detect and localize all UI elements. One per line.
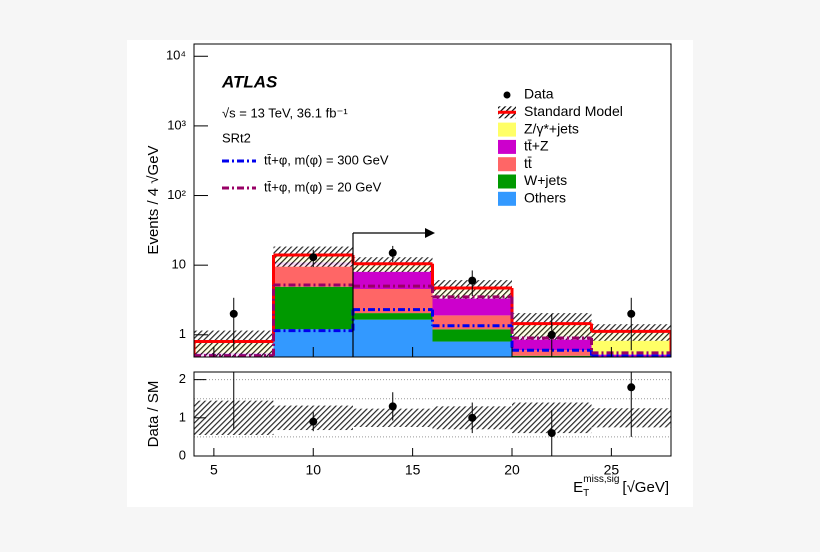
stack-segment [432,297,512,316]
stack-segment [353,313,433,320]
x-axis-label: ETmiss,sig [√GeV] [573,474,669,499]
cut-arrow-head [425,228,435,238]
legend-label: tt̄+Z [524,138,549,154]
stack-segment [273,286,353,330]
data-point [309,253,318,262]
legend-label: tt̄ [524,155,532,171]
ratio-point [309,417,318,426]
legend-label: Standard Model [524,103,623,119]
legend-marker [498,139,516,154]
ratio-plot [194,372,671,456]
y-tick-label: 10⁴ [166,48,186,63]
legend-label: tt̄+φ, m(φ) = 20 GeV [264,179,382,194]
ratio-y-tick-label: 0 [179,447,186,462]
ratio-y-tick-label: 1 [179,409,186,424]
y-tick-label: 10³ [167,117,186,132]
data-point [627,309,636,318]
x-label-unit: [√GeV] [622,479,669,496]
stack-segment [432,341,512,357]
legend-marker [503,91,511,99]
energy-label: √s = 13 TeV, 36.1 fb⁻¹ [222,105,348,120]
legend-marker [498,191,516,206]
experiment-label: ATLAS [221,72,278,91]
data-point [388,248,397,257]
ratio-frame [193,371,672,457]
x-tick-label: 25 [604,462,620,478]
ratio-point [547,429,556,438]
legend-label: tt̄+φ, m(φ) = 300 GeV [264,152,389,167]
legend-label: Data [524,86,554,102]
stack-segment [353,271,433,289]
x-tick-label: 5 [210,462,218,478]
ratio-y-axis-label: Data / SM [145,381,162,448]
data-point [547,330,556,339]
legend-marker [498,157,516,172]
y-axis-label: Events / 4 √GeV [145,145,162,254]
x-tick-label: 15 [405,462,421,478]
x-tick-label: 20 [504,462,520,478]
x-label-sub: T [583,488,589,499]
y-tick-label: 10 [172,257,186,272]
y-tick-label: 1 [179,326,186,341]
legend-marker [498,174,516,189]
data-point [229,309,238,318]
legend-label: W+jets [524,172,567,188]
legend-marker [498,122,516,137]
x-label-main: E [573,479,583,496]
y-tick-label: 10² [167,187,186,202]
region-label: SRt2 [222,130,251,145]
legend-label: Others [524,190,566,206]
ratio-y-tick-label: 2 [179,371,186,386]
main-plot [194,245,671,357]
stack-segment [273,265,353,287]
legend-label: Z/γ*+jets [524,120,579,136]
ratio-point [388,402,397,411]
stack-segment [432,329,512,342]
ratio-point [627,383,636,392]
stack-segment [353,319,433,357]
x-label-sup: miss,sig [583,474,619,485]
data-point [468,276,477,285]
x-tick-label: 10 [305,462,321,478]
stack-segment [591,354,671,357]
main-frame [193,43,672,358]
ratio-point [468,413,477,422]
